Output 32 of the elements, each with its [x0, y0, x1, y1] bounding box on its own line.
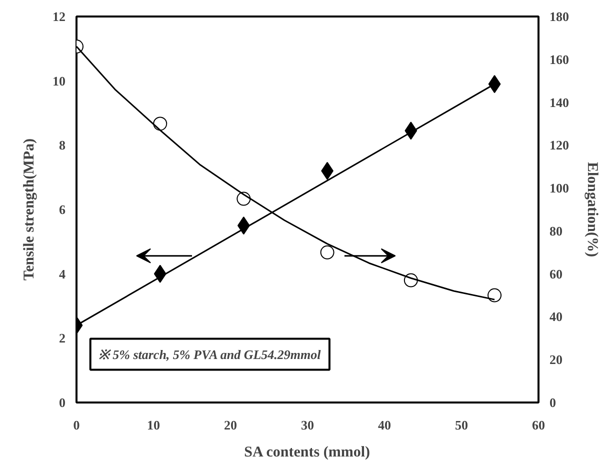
x-tick-label: 60	[532, 418, 545, 432]
y-tick-label: 2	[59, 330, 66, 346]
point	[488, 75, 501, 94]
y2-tick-label: 0	[550, 395, 556, 410]
x-tick-label: 30	[301, 418, 314, 432]
y-tick-label: 8	[59, 138, 66, 153]
y2-tick-label: 140	[550, 94, 569, 110]
y2-tick-label: 120	[550, 138, 569, 153]
point	[488, 288, 502, 302]
x-axis-title: SA contents (mmol)	[244, 444, 370, 460]
y-tick-label: 12	[52, 9, 66, 24]
x-tick-label: 0	[73, 418, 80, 432]
y2-tick-label: 160	[550, 52, 569, 67]
y-tick-label: 10	[52, 73, 66, 88]
y2-tick-label: 80	[550, 223, 562, 238]
y-axis-title: Tensile strength(MPa)	[22, 138, 38, 281]
x-tick-label: 10	[147, 418, 160, 432]
annotation: ※ 5% starch, 5% PVA and GL54.29mmol	[98, 346, 322, 362]
x-tick-label: 20	[224, 418, 237, 432]
y2-tick-label: 20	[550, 352, 562, 368]
y-tick-label: 4	[59, 266, 66, 282]
x-tick-label: 40	[378, 418, 391, 432]
y2-tick-label: 100	[550, 180, 569, 196]
y2-tick-label: 40	[550, 309, 562, 324]
point	[153, 116, 168, 131]
point	[320, 245, 334, 260]
y2-tick-label: 180	[550, 9, 569, 24]
y2-tick-label: 60	[550, 266, 562, 282]
x-tick-label: 50	[455, 418, 468, 432]
y2-axis-title: Elongation(%)	[584, 162, 600, 258]
y-tick-label: 0	[59, 395, 66, 410]
y-tick-label: 6	[59, 202, 66, 217]
